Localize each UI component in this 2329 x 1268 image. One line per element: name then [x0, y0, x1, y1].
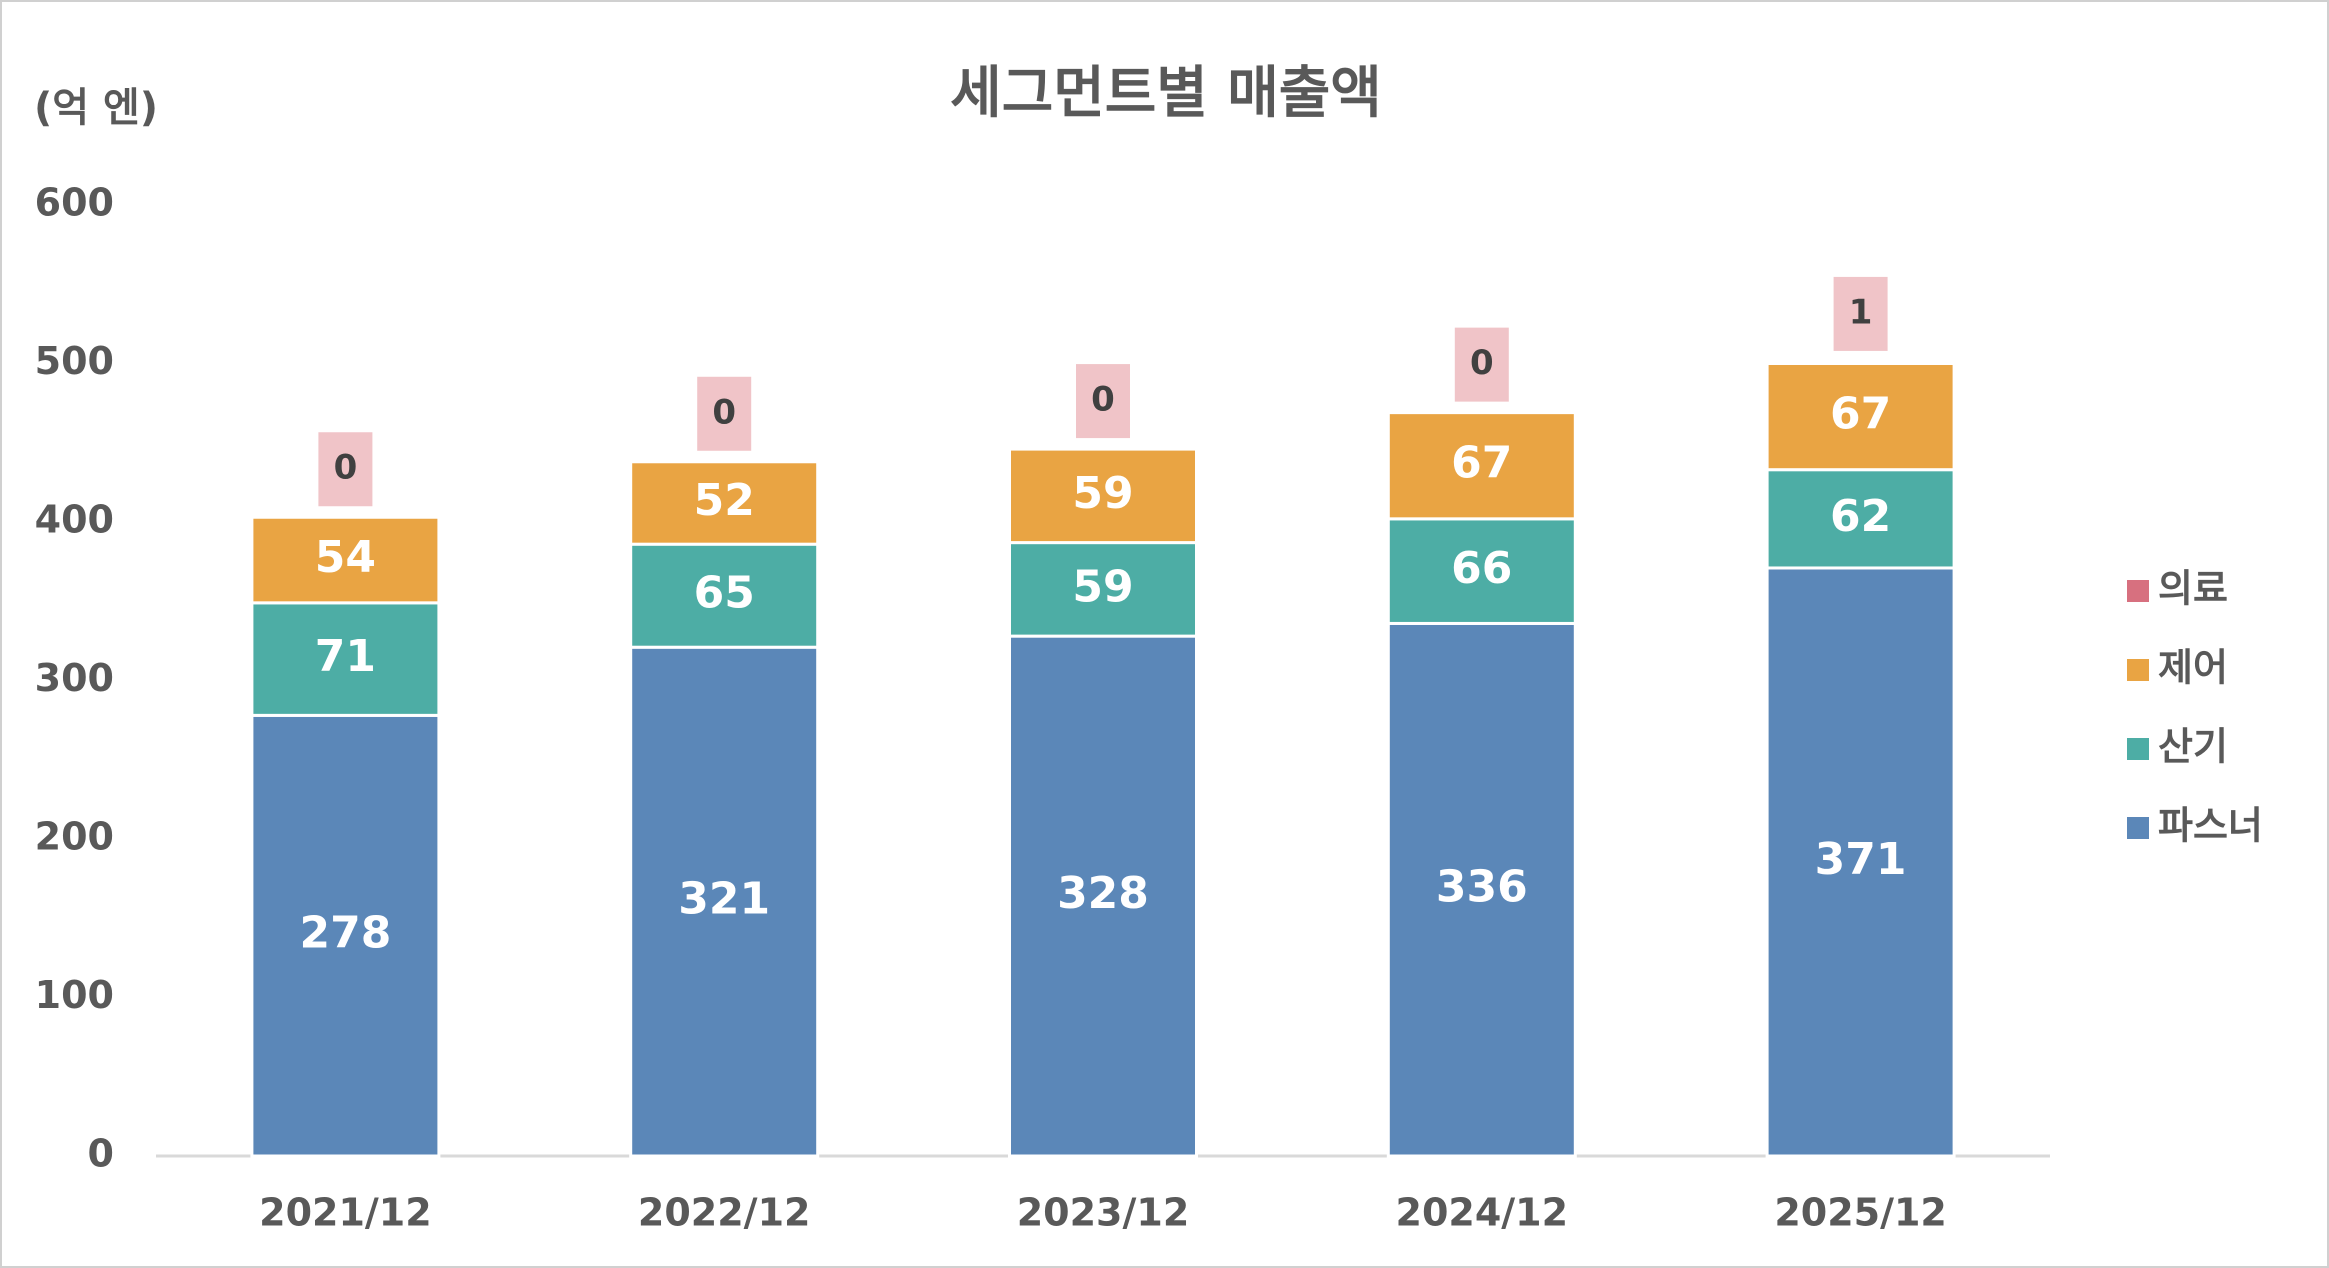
bar-segment: [1008, 447, 1198, 545]
bar-segment: [1386, 411, 1577, 521]
x-tick-label: 2022/12: [638, 1191, 811, 1235]
bar-segment: [1386, 621, 1577, 1158]
label-box: [1076, 364, 1130, 439]
legend-swatch: [2127, 738, 2149, 760]
legend-label: 파스너: [2158, 804, 2263, 848]
y-tick-label: 200: [35, 815, 114, 859]
data-label: 66: [1451, 543, 1512, 594]
bar-segment: [1386, 517, 1577, 625]
x-tick-label: 2023/12: [1017, 1191, 1190, 1235]
legend-label: 의료: [2158, 567, 2228, 611]
data-label: 67: [1830, 389, 1891, 440]
y-tick-label: 100: [35, 973, 114, 1017]
data-label: 278: [299, 908, 391, 959]
data-label: 0: [1470, 343, 1494, 383]
data-label: 1: [1849, 292, 1873, 332]
label-box: [1454, 327, 1509, 402]
y-tick-label: 300: [35, 656, 114, 700]
x-tick-label: 2024/12: [1396, 1191, 1569, 1235]
data-label: 0: [1091, 380, 1115, 420]
data-label: 71: [315, 631, 376, 682]
data-label: 52: [694, 475, 755, 526]
data-label: 336: [1436, 862, 1528, 913]
x-tick-label: 2025/12: [1774, 1191, 1947, 1235]
data-label: 62: [1830, 491, 1891, 542]
data-label: 371: [1815, 834, 1907, 885]
y-tick-label: 500: [35, 339, 114, 383]
x-tick-label: 2021/12: [259, 1191, 432, 1235]
bar-segment: [250, 713, 441, 1158]
y-tick-label: 600: [35, 181, 114, 225]
bar-segment: [1008, 634, 1198, 1158]
legend-swatch: [2127, 580, 2149, 602]
legend-label: 제어: [2158, 646, 2228, 690]
bar-segment: [629, 460, 820, 546]
data-label: 59: [1072, 468, 1133, 519]
chart-title: 세그먼트별 매출액: [950, 61, 1382, 126]
bar-segment: [1765, 360, 1956, 366]
bar-segment: [1765, 468, 1956, 570]
legend-swatch: [2127, 817, 2149, 839]
bar-segment: [1765, 362, 1956, 472]
bar-segment: [629, 542, 820, 649]
data-label: 321: [678, 874, 770, 925]
label-box: [697, 376, 752, 451]
bar-segment: [629, 645, 820, 1158]
legend-swatch: [2127, 659, 2149, 681]
data-label: 0: [712, 392, 736, 432]
y-tick-label: 400: [35, 498, 114, 542]
data-label: 59: [1072, 561, 1133, 612]
bar-segment: [1765, 566, 1956, 1158]
y-tick-label: 0: [88, 1132, 114, 1176]
data-label: 67: [1451, 438, 1512, 489]
data-label: 0: [334, 448, 358, 488]
data-label: 328: [1057, 868, 1149, 919]
bar-segment: [250, 515, 441, 605]
label-box: [318, 432, 373, 507]
label-box: [1833, 276, 1888, 351]
data-label: 54: [315, 532, 376, 583]
y-axis-label: (억 엔): [34, 85, 158, 131]
legend-label: 산기: [2158, 725, 2228, 769]
data-label: 65: [694, 568, 755, 619]
bar-segment: [1008, 541, 1198, 638]
